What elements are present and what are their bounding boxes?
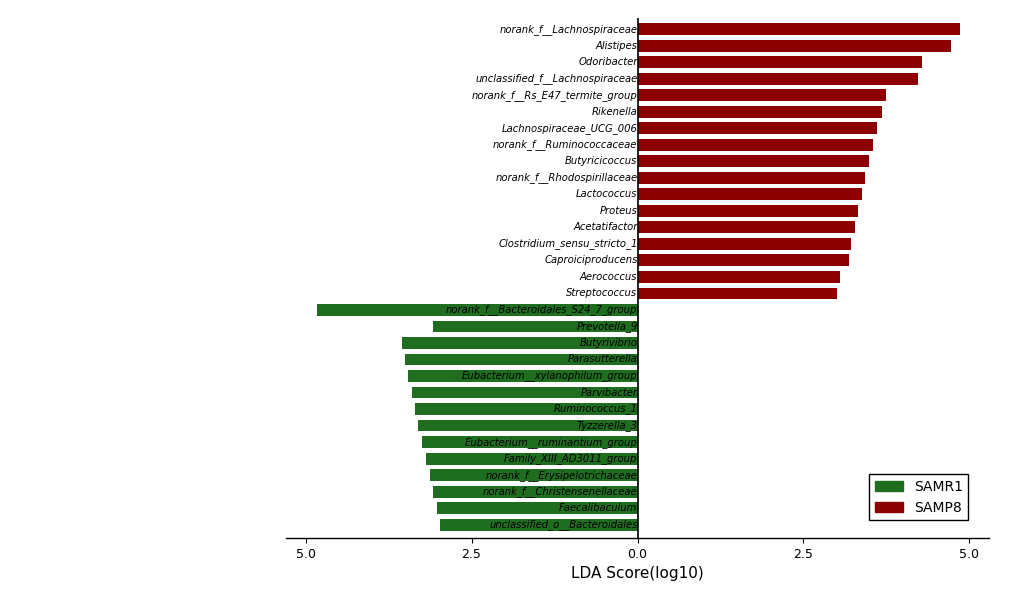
- Text: Ruminococcus_1: Ruminococcus_1: [553, 404, 637, 414]
- Bar: [415, 403, 637, 415]
- Bar: [637, 23, 959, 35]
- Bar: [637, 205, 857, 217]
- Bar: [405, 353, 637, 365]
- Text: norank_f__Erysipelotrichaceae: norank_f__Erysipelotrichaceae: [485, 470, 637, 480]
- Text: Lachnospiraceae_UCG_006: Lachnospiraceae_UCG_006: [501, 123, 637, 134]
- Bar: [408, 370, 637, 382]
- Text: norank_f__Ruminococcaceae: norank_f__Ruminococcaceae: [492, 139, 637, 150]
- Text: Lactococcus: Lactococcus: [576, 189, 637, 199]
- Bar: [637, 89, 886, 101]
- Bar: [637, 122, 875, 134]
- Text: Butyricicoccus: Butyricicoccus: [565, 157, 637, 167]
- Bar: [433, 320, 637, 332]
- Legend: SAMR1, SAMP8: SAMR1, SAMP8: [868, 475, 967, 521]
- Bar: [426, 453, 637, 465]
- Text: Streptococcus: Streptococcus: [566, 288, 637, 298]
- Bar: [637, 155, 868, 167]
- Bar: [418, 420, 637, 431]
- Text: unclassified_o__Bacteroidales: unclassified_o__Bacteroidales: [489, 519, 637, 530]
- Bar: [430, 469, 637, 481]
- Bar: [436, 502, 637, 514]
- Text: norank_f__Lachnospiraceae: norank_f__Lachnospiraceae: [499, 24, 637, 35]
- Text: Tyzzerella_3: Tyzzerella_3: [576, 420, 637, 431]
- Text: unclassified_f__Lachnospiraceae: unclassified_f__Lachnospiraceae: [475, 73, 637, 85]
- Text: Faecalibaculum: Faecalibaculum: [558, 503, 637, 513]
- Text: Eubacterium__xylanophilum_group: Eubacterium__xylanophilum_group: [462, 371, 637, 381]
- Text: norank_f__Rs_E47_termite_group: norank_f__Rs_E47_termite_group: [472, 90, 637, 101]
- Bar: [637, 73, 917, 85]
- X-axis label: LDA Score(log10): LDA Score(log10): [571, 566, 703, 581]
- Text: norank_f__Christensenellaceae: norank_f__Christensenellaceae: [482, 486, 637, 497]
- Text: Caproiciproducens: Caproiciproducens: [543, 255, 637, 265]
- Text: norank_f__Bacteroidales_S24_7_group: norank_f__Bacteroidales_S24_7_group: [445, 304, 637, 316]
- Text: Aerococcus: Aerococcus: [580, 272, 637, 282]
- Text: Odoribacter: Odoribacter: [578, 57, 637, 67]
- Bar: [401, 337, 637, 349]
- Text: Parasutterella: Parasutterella: [568, 355, 637, 365]
- Text: Prevotella_9: Prevotella_9: [576, 321, 637, 332]
- Bar: [433, 486, 637, 498]
- Bar: [637, 139, 872, 151]
- Bar: [637, 189, 861, 200]
- Text: Butyrivibrio: Butyrivibrio: [579, 338, 637, 348]
- Text: Eubacterium__ruminantium_group: Eubacterium__ruminantium_group: [465, 437, 637, 447]
- Text: Clostridium_sensu_stricto_1: Clostridium_sensu_stricto_1: [497, 239, 637, 249]
- Bar: [637, 40, 950, 52]
- Bar: [637, 271, 840, 283]
- Text: norank_f__Rhodospirillaceae: norank_f__Rhodospirillaceae: [495, 173, 637, 183]
- Text: Parvibacter: Parvibacter: [580, 388, 637, 398]
- Bar: [412, 387, 637, 398]
- Text: Family_XIII_AD3011_group: Family_XIII_AD3011_group: [503, 453, 637, 464]
- Bar: [637, 238, 851, 250]
- Text: Proteus: Proteus: [599, 206, 637, 216]
- Bar: [317, 304, 637, 316]
- Bar: [421, 436, 637, 448]
- Bar: [637, 106, 881, 118]
- Text: Rikenella: Rikenella: [591, 107, 637, 117]
- Text: Acetatifactor: Acetatifactor: [573, 222, 637, 232]
- Bar: [637, 172, 864, 184]
- Text: Alistipes: Alistipes: [595, 41, 637, 51]
- Bar: [439, 519, 637, 531]
- Bar: [637, 56, 921, 68]
- Bar: [637, 222, 855, 233]
- Bar: [637, 255, 848, 267]
- Bar: [637, 287, 836, 300]
